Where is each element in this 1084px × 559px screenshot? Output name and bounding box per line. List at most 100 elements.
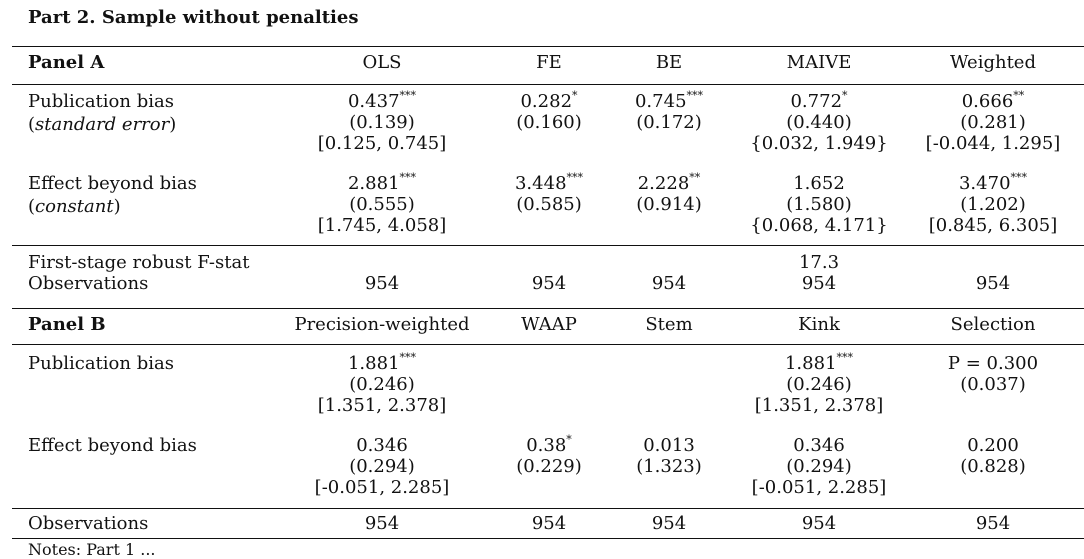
fstat-cell: 17.3 (798, 252, 840, 273)
table-title: Part 2. Sample without penalties (28, 7, 359, 28)
std-error-cell: (0.246) (786, 374, 852, 395)
significance-stars: *** (399, 89, 417, 102)
panel-b-column-header: Stem (645, 314, 693, 335)
estimate-value: 0.437 (347, 91, 400, 112)
confidence-interval-cell: [-0.051, 2.285] (314, 477, 450, 498)
effect-label: Effect beyond bias (28, 173, 197, 194)
confidence-interval-cell: [1.351, 2.378] (317, 395, 447, 416)
std-error-cell: (0.585) (516, 194, 582, 215)
significance-stars: * (572, 89, 578, 102)
estimate-value: 0.346 (793, 435, 845, 456)
significance-stars: *** (836, 351, 854, 364)
observations-cell: 954 (651, 273, 687, 294)
std-error-cell: (0.914) (636, 194, 702, 215)
observations-cell: 954 (531, 273, 567, 294)
estimate-value: 2.881 (347, 173, 400, 194)
std-error-cell: (0.037) (960, 374, 1026, 395)
panel-divider-rule (12, 308, 1084, 309)
estimate-cell: 2.881*** (347, 171, 417, 194)
confidence-interval-cell: {0.032, 1.949} (750, 133, 888, 154)
significance-stars: *** (686, 89, 704, 102)
estimate-value: 0.200 (967, 435, 1019, 456)
effect-sublabel: (constant) (28, 196, 121, 217)
estimate-cell: 0.282* (520, 89, 578, 112)
estimate-cell: 0.346 (356, 435, 408, 456)
significance-stars: *** (1010, 171, 1028, 184)
significance-stars: *** (399, 351, 417, 364)
std-error-cell: (0.246) (349, 374, 415, 395)
effect-label: Effect beyond bias (28, 435, 197, 456)
estimate-cell: 0.38* (526, 433, 572, 456)
std-error-cell: (0.160) (516, 112, 582, 133)
significance-stars: * (842, 89, 848, 102)
panel-a-column-header: MAIVE (786, 52, 852, 73)
std-error-cell: (0.294) (786, 456, 852, 477)
estimate-cell: 0.013 (643, 435, 695, 456)
std-error-cell: (0.139) (349, 112, 415, 133)
estimate-value: 3.448 (514, 173, 567, 194)
significance-stars: ** (689, 171, 701, 184)
fstat-label: First-stage robust F-stat (28, 252, 250, 273)
std-error-cell: (0.294) (349, 456, 415, 477)
panel-b-column-header: Precision-weighted (294, 314, 470, 335)
estimate-value: 0.772 (790, 91, 843, 112)
confidence-interval-cell: [-0.044, 1.295] (925, 133, 1061, 154)
estimate-value: 0.38 (526, 435, 567, 456)
pub-bias-label: Publication bias (28, 91, 174, 112)
estimate-cell: 1.881*** (784, 351, 854, 374)
estimate-cell: 0.666** (962, 89, 1025, 112)
panel-a-column-header: Weighted (950, 52, 1036, 73)
panel-b-header-rule (12, 344, 1084, 345)
significance-stars: *** (399, 171, 417, 184)
estimate-cell: 3.448*** (514, 172, 583, 194)
estimate-cell: 0.200 (967, 435, 1019, 456)
table-footnote: Notes: Part 1 ... (28, 540, 156, 559)
top-rule (12, 46, 1084, 47)
std-error-cell: (0.440) (786, 112, 852, 133)
observations-cell: 954 (364, 513, 400, 534)
bottom-rule (12, 538, 1084, 539)
std-error-cell: (0.229) (516, 456, 582, 477)
confidence-interval-cell: [0.125, 0.745] (317, 133, 447, 154)
effect-sublabel-text: constant (35, 196, 114, 217)
confidence-interval-cell: [0.845, 6.305] (928, 215, 1058, 236)
estimate-value: 0.282 (520, 91, 573, 112)
observations-cell: 954 (975, 273, 1011, 294)
pub-bias-label: Publication bias (28, 353, 174, 374)
significance-stars: ** (1013, 89, 1025, 102)
std-error-cell: (1.202) (960, 194, 1026, 215)
std-error-cell: (0.555) (349, 194, 415, 215)
estimate-cell: 1.652 (793, 173, 845, 194)
estimate-value: 0.013 (643, 435, 695, 456)
std-error-cell: (0.828) (960, 456, 1026, 477)
panel-a-header-rule (12, 84, 1084, 85)
estimate-value: P = 0.300 (947, 353, 1039, 374)
confidence-interval-cell: {0.068, 4.171} (750, 215, 888, 236)
panel-b-column-header: Selection (950, 314, 1036, 335)
pub-bias-sublabel: (standard error) (28, 114, 177, 135)
panel-a-column-header: OLS (362, 52, 402, 73)
observations-cell: 954 (364, 273, 400, 294)
estimate-cell: 0.772* (790, 89, 848, 112)
std-error-cell: (0.172) (636, 112, 702, 133)
observations-cell: 954 (975, 513, 1011, 534)
confidence-interval-cell: [-0.051, 2.285] (751, 477, 887, 498)
estimate-cell: 1.881*** (347, 351, 417, 374)
observations-cell: 954 (531, 513, 567, 534)
estimate-cell: 3.470*** (959, 171, 1028, 194)
estimate-cell: 2.228** (637, 171, 701, 194)
panel-b-mid-rule (12, 508, 1084, 509)
std-error-cell: (1.323) (636, 456, 702, 477)
estimate-value: 1.652 (793, 173, 845, 194)
significance-stars: * (566, 433, 572, 446)
estimate-value: 1.881 (784, 353, 837, 374)
panel-a-column-header: FE (536, 52, 562, 73)
observations-label: Observations (28, 273, 149, 294)
estimate-value: 2.228 (637, 173, 690, 194)
pub-bias-sublabel-text: standard error (35, 114, 170, 135)
panel-a-mid-rule (12, 245, 1084, 246)
confidence-interval-cell: [1.351, 2.378] (754, 395, 884, 416)
estimate-value: 1.881 (347, 353, 400, 374)
estimate-cell: P = 0.300 (948, 353, 1038, 374)
panel-b-column-header: Kink (798, 314, 840, 335)
